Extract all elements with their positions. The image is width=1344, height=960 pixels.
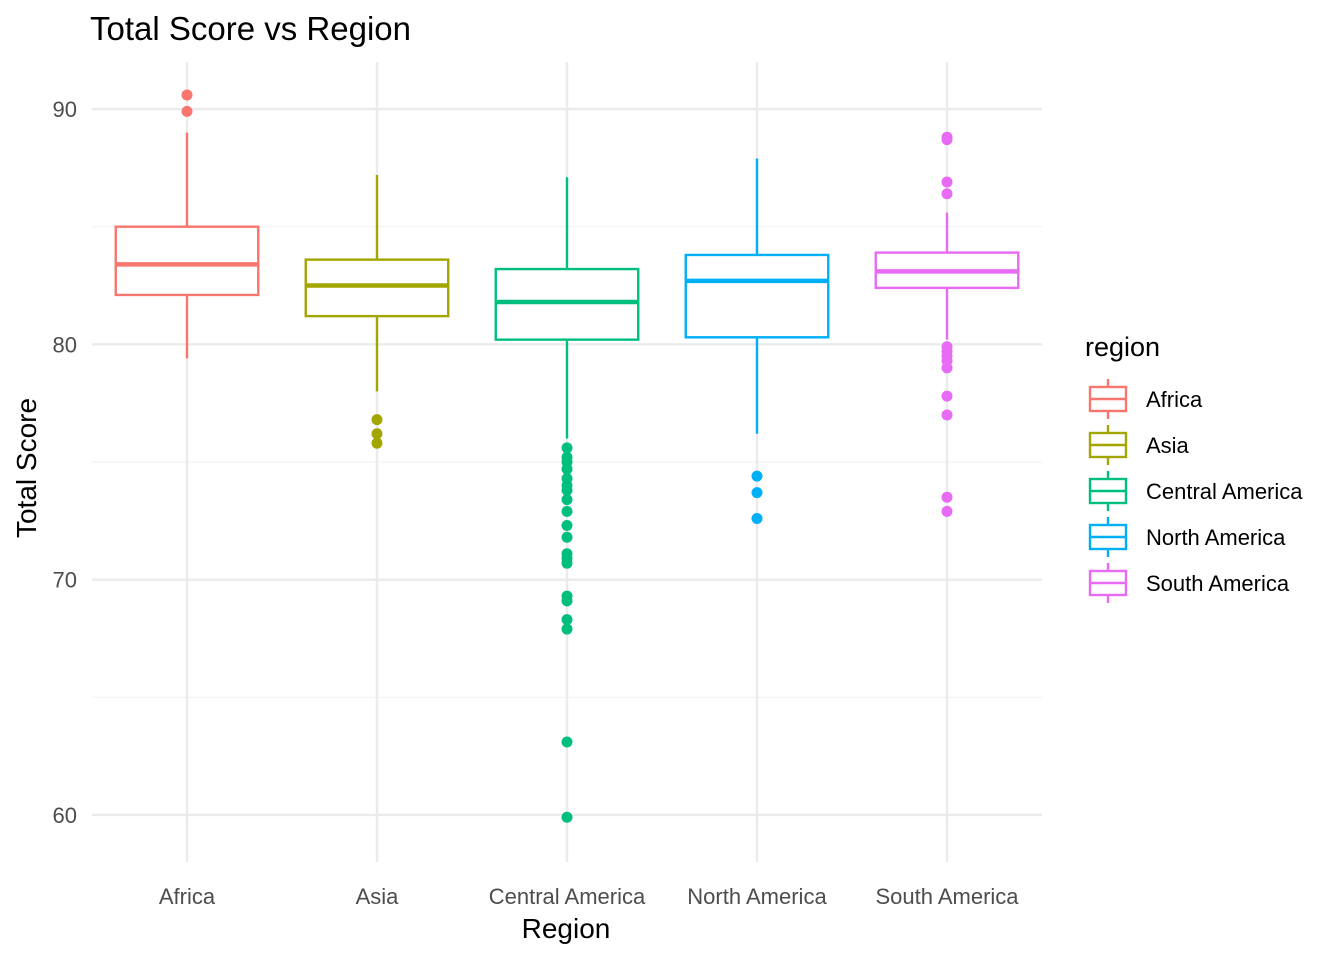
x-tick-label: Africa bbox=[159, 884, 216, 909]
outlier-point bbox=[751, 512, 763, 524]
y-tick-label: 80 bbox=[53, 332, 77, 357]
box-group bbox=[684, 158, 830, 524]
outlier-point bbox=[751, 470, 763, 482]
y-tick-label: 60 bbox=[53, 803, 77, 828]
outlier-point bbox=[941, 409, 953, 421]
legend-label: Central America bbox=[1146, 479, 1303, 504]
outlier-point bbox=[941, 362, 953, 374]
outlier-point bbox=[561, 520, 573, 532]
y-tick-label: 70 bbox=[53, 568, 77, 593]
outlier-point bbox=[751, 487, 763, 499]
legend-item: Central America bbox=[1088, 471, 1303, 511]
box-group bbox=[304, 174, 450, 449]
outlier-point bbox=[941, 134, 953, 146]
legend-key bbox=[1088, 563, 1128, 603]
box-group bbox=[114, 89, 260, 359]
legend-item: Asia bbox=[1088, 425, 1190, 465]
outlier-point bbox=[561, 442, 573, 454]
legend-key bbox=[1088, 517, 1128, 557]
outlier-point bbox=[561, 557, 573, 569]
x-tick-label: South America bbox=[875, 884, 1019, 909]
outlier-point bbox=[941, 176, 953, 188]
outlier-point bbox=[181, 105, 193, 117]
outlier-point bbox=[561, 494, 573, 506]
outlier-point bbox=[561, 811, 573, 823]
outlier-point bbox=[561, 484, 573, 496]
x-tick-label: Central America bbox=[489, 884, 646, 909]
outlier-point bbox=[371, 414, 383, 426]
outlier-point bbox=[371, 428, 383, 440]
y-tick-label: 90 bbox=[53, 97, 77, 122]
box-group bbox=[494, 177, 640, 823]
legend-item: Africa bbox=[1088, 379, 1203, 419]
outlier-point bbox=[561, 595, 573, 607]
x-tick-label: North America bbox=[687, 884, 827, 909]
legend-key bbox=[1088, 425, 1128, 465]
outlier-point bbox=[181, 89, 193, 101]
axis-layer: 60 70 80 90 Africa Asia Central America North A… bbox=[53, 97, 1020, 909]
y-axis-title: Total Score bbox=[11, 398, 42, 538]
outlier-point bbox=[941, 188, 953, 200]
box-group bbox=[874, 131, 1020, 517]
x-tick-label: Asia bbox=[356, 884, 400, 909]
outlier-point bbox=[561, 623, 573, 635]
legend: region Africa Asia Central America North Am… bbox=[1085, 332, 1303, 603]
outlier-point bbox=[941, 491, 953, 503]
box bbox=[304, 258, 450, 318]
outlier-point bbox=[561, 531, 573, 543]
outlier-point bbox=[561, 505, 573, 517]
outlier-point bbox=[561, 736, 573, 748]
outlier-point bbox=[561, 463, 573, 475]
legend-label: North America bbox=[1146, 525, 1286, 550]
outlier-point bbox=[371, 437, 383, 449]
legend-label: Asia bbox=[1146, 433, 1190, 458]
legend-item: North America bbox=[1088, 517, 1286, 557]
legend-title: region bbox=[1085, 332, 1160, 362]
chart-title: Total Score vs Region bbox=[90, 10, 411, 47]
outlier-point bbox=[941, 390, 953, 402]
outlier-point bbox=[941, 505, 953, 517]
box bbox=[494, 267, 640, 341]
boxes-layer bbox=[114, 89, 1020, 823]
legend-key bbox=[1088, 379, 1128, 419]
legend-key bbox=[1088, 471, 1128, 511]
legend-item: South America bbox=[1088, 563, 1290, 603]
legend-label: South America bbox=[1146, 571, 1290, 596]
outlier-point bbox=[561, 614, 573, 626]
box bbox=[684, 253, 830, 339]
box bbox=[114, 225, 260, 297]
legend-label: Africa bbox=[1146, 387, 1203, 412]
x-axis-title: Region bbox=[522, 913, 611, 944]
